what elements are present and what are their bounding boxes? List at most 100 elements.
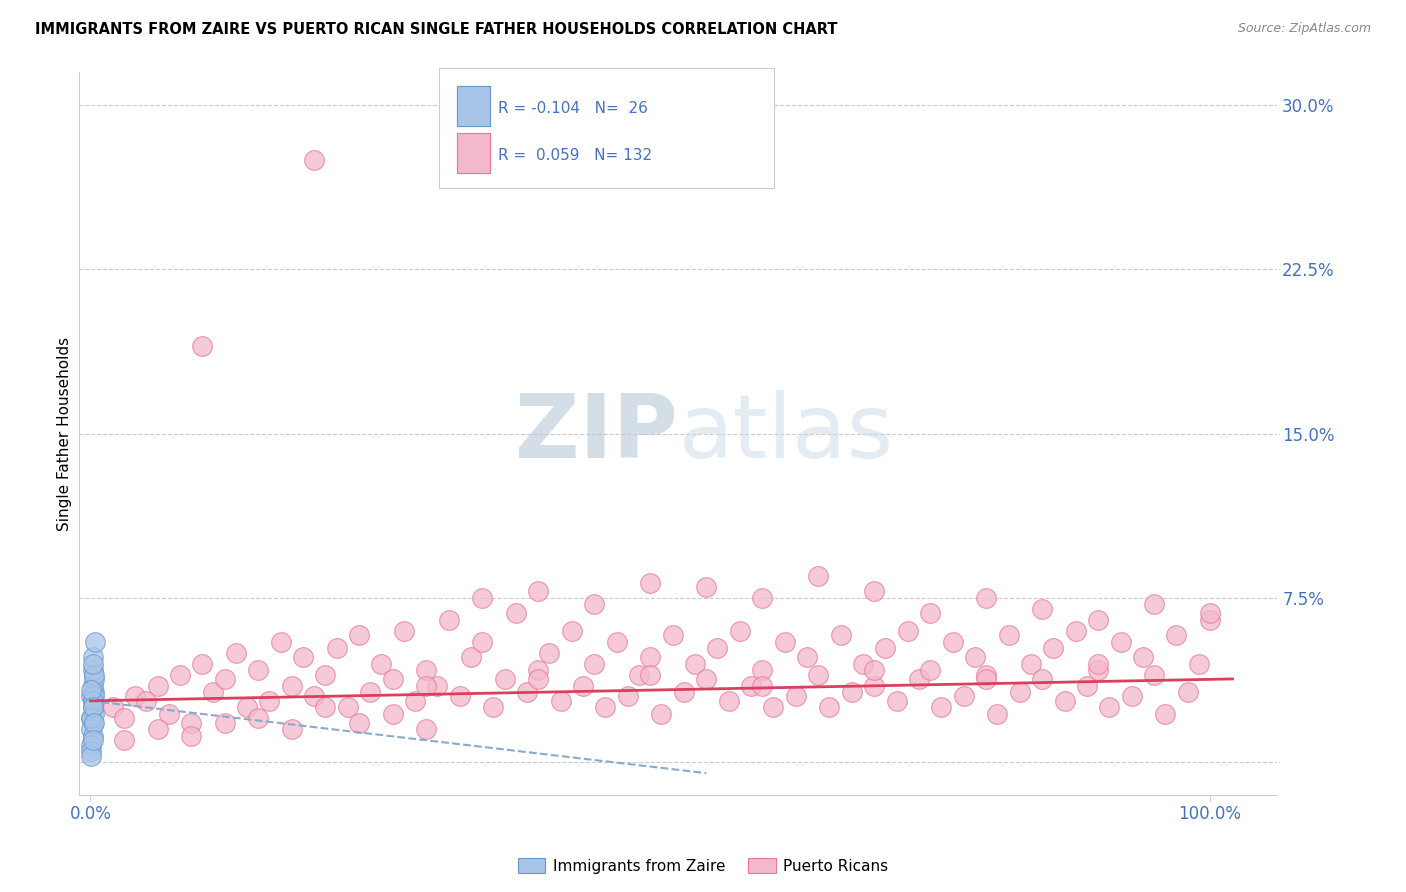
Point	[83, 715, 105, 730]
Point	[527, 672, 550, 686]
Point	[381, 706, 404, 721]
Point	[1042, 641, 1064, 656]
Point	[83, 672, 105, 686]
Point	[437, 613, 460, 627]
Point	[180, 715, 202, 730]
Point	[963, 650, 986, 665]
Point	[617, 690, 640, 704]
Point	[112, 711, 135, 725]
Point	[886, 694, 908, 708]
Point	[1109, 634, 1132, 648]
Point	[1154, 706, 1177, 721]
Point	[807, 569, 830, 583]
Point	[527, 663, 550, 677]
Point	[135, 694, 157, 708]
Point	[80, 711, 103, 725]
Point	[82, 694, 104, 708]
Point	[304, 690, 326, 704]
Point	[638, 575, 661, 590]
Y-axis label: Single Father Households: Single Father Households	[58, 336, 72, 531]
Point	[785, 690, 807, 704]
Point	[1064, 624, 1087, 638]
Point	[146, 678, 169, 692]
Text: Source: ZipAtlas.com: Source: ZipAtlas.com	[1237, 22, 1371, 36]
Point	[82, 715, 104, 730]
Point	[180, 729, 202, 743]
Point	[1031, 602, 1053, 616]
Point	[82, 733, 104, 747]
Point	[202, 685, 225, 699]
Point	[952, 690, 974, 704]
Point	[751, 663, 773, 677]
Point	[415, 678, 437, 692]
Point	[1019, 657, 1042, 671]
Point	[83, 706, 105, 721]
Point	[82, 678, 104, 692]
Point	[169, 667, 191, 681]
Point	[1188, 657, 1211, 671]
Point	[538, 646, 561, 660]
Point	[101, 700, 124, 714]
Point	[717, 694, 740, 708]
Point	[83, 634, 105, 648]
Point	[471, 591, 494, 605]
Point	[80, 690, 103, 704]
FancyBboxPatch shape	[457, 134, 491, 173]
Point	[516, 685, 538, 699]
Point	[80, 682, 103, 697]
Point	[863, 584, 886, 599]
Point	[762, 700, 785, 714]
Point	[941, 634, 963, 648]
Point	[270, 634, 292, 648]
Text: R =  0.059   N= 132: R = 0.059 N= 132	[499, 147, 652, 162]
Point	[247, 663, 270, 677]
Point	[661, 628, 683, 642]
Point	[863, 678, 886, 692]
Point	[80, 723, 103, 737]
Point	[415, 663, 437, 677]
Point	[974, 591, 997, 605]
Point	[426, 678, 449, 692]
Point	[494, 672, 516, 686]
Point	[1143, 667, 1166, 681]
Point	[157, 706, 180, 721]
Point	[550, 694, 572, 708]
Point	[381, 672, 404, 686]
Point	[1199, 606, 1222, 620]
Point	[505, 606, 527, 620]
Point	[80, 744, 103, 758]
Point	[974, 672, 997, 686]
Point	[1143, 598, 1166, 612]
Point	[80, 711, 103, 725]
Point	[1087, 657, 1109, 671]
Point	[627, 667, 650, 681]
Point	[82, 657, 104, 671]
Point	[986, 706, 1008, 721]
Point	[1199, 613, 1222, 627]
Point	[82, 700, 104, 714]
Point	[527, 584, 550, 599]
Point	[191, 657, 214, 671]
Point	[82, 650, 104, 665]
Point	[281, 678, 304, 692]
Point	[471, 634, 494, 648]
Point	[908, 672, 931, 686]
Point	[292, 650, 315, 665]
Point	[695, 580, 717, 594]
Point	[583, 657, 606, 671]
Point	[875, 641, 897, 656]
Point	[236, 700, 259, 714]
Point	[347, 715, 370, 730]
Point	[1008, 685, 1031, 699]
Point	[841, 685, 863, 699]
Point	[370, 657, 392, 671]
Point	[818, 700, 841, 714]
Point	[1087, 613, 1109, 627]
Point	[1087, 663, 1109, 677]
Point	[974, 667, 997, 681]
Point	[83, 690, 105, 704]
Point	[695, 672, 717, 686]
Point	[214, 672, 236, 686]
Point	[336, 700, 359, 714]
Point	[683, 657, 706, 671]
